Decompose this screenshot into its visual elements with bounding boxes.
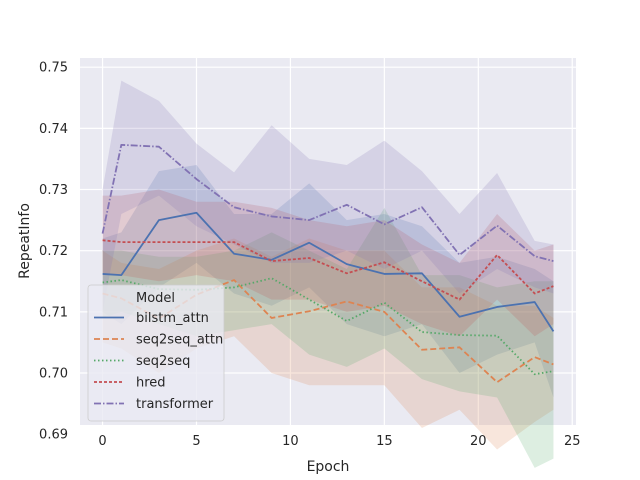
x-tick-label: 15 <box>376 434 393 449</box>
y-tick-label: 0.75 <box>39 61 68 76</box>
hred-legend-label: hred <box>136 376 166 391</box>
seq2seq-band <box>102 207 554 468</box>
x-tick-label: 25 <box>564 434 581 449</box>
seq2seq_attn-line <box>102 279 554 384</box>
y-axis-ticks: 0.69 0.70 0.71 0.72 0.73 0.74 0.75 <box>39 61 68 443</box>
x-axis-label: Epoch <box>307 459 350 475</box>
legend-items: bilstm_attn seq2seq_attn seq2seq hred transf… <box>94 311 223 412</box>
y-tick-label: 0.73 <box>39 183 68 198</box>
series-lines <box>101 143 555 384</box>
seq2seq_attn-legend-label: seq2seq_attn <box>136 333 223 348</box>
y-axis-label: RepeatInfo <box>17 203 33 279</box>
y-tick-label: 0.72 <box>39 244 68 259</box>
y-tick-label: 0.71 <box>39 305 68 320</box>
x-axis-ticks: 0 5 10 15 20 25 <box>98 434 580 449</box>
legend-box <box>87 284 225 422</box>
transformer-legend-label: transformer <box>136 397 214 412</box>
y-tick-label: 0.70 <box>39 367 68 382</box>
x-tick-label: 5 <box>192 434 200 449</box>
seq2seq-legend-label: seq2seq <box>136 354 190 369</box>
legend-title: Model <box>136 291 175 306</box>
seq2seq-line <box>102 277 554 376</box>
y-tick-label: 0.74 <box>39 122 68 137</box>
y-tick-label: 0.69 <box>39 428 68 443</box>
bilstm_attn-legend-label: bilstm_attn <box>136 311 209 326</box>
x-tick-label: 10 <box>282 434 299 449</box>
x-tick-label: 20 <box>470 434 487 449</box>
transformer-line <box>101 143 554 262</box>
hred-band <box>102 189 554 337</box>
hred-line <box>102 239 554 301</box>
transformer-band <box>102 80 554 312</box>
x-tick-label: 0 <box>98 434 106 449</box>
bilstm_attn-line <box>102 211 555 332</box>
legend: Model bilstm_attn seq2seq_attn seq2seq hred… <box>87 284 225 422</box>
bilstm_attn-band <box>102 165 554 398</box>
